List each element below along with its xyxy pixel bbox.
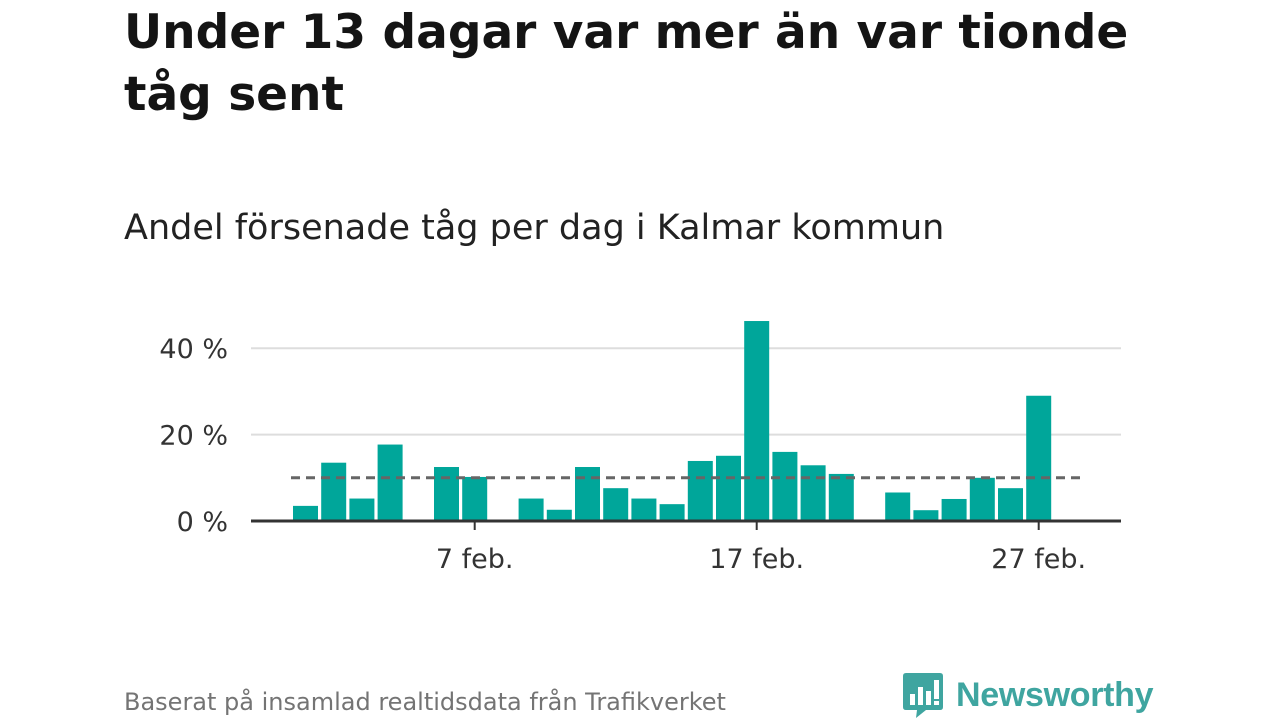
chart-title: Under 13 dagar var mer än var tionde tåg… [124,5,1129,122]
bar [828,473,854,521]
bar [941,498,967,521]
bar [434,467,459,521]
bar [546,509,572,521]
newsworthy-logo: Newsworthy [902,671,1154,719]
bar [969,477,995,521]
y-tick-label: 20 % [159,421,228,452]
bar [293,505,318,521]
newsworthy-logo-icon [903,673,943,718]
axes: 0 % 20 % 40 % 7 feb. 17 feb. 27 feb. [159,334,1121,575]
chart-subtitle: Andel försenade tåg per dag i Kalmar kom… [124,208,945,248]
bar [349,498,375,521]
bar [659,504,685,521]
bar [462,476,488,521]
bar [716,455,741,521]
x-tick-label: 17 feb. [709,544,804,575]
y-tick-label: 40 % [159,334,228,365]
bar [998,488,1023,521]
bar [772,451,798,521]
source-note: Baserat på insamlad realtidsdata från Tr… [124,688,726,716]
bar [377,444,403,521]
bar [603,488,629,521]
bar [631,498,657,521]
bar [518,498,544,521]
y-tick-label: 0 % [177,507,228,538]
bar [575,467,600,521]
x-tick-label: 27 feb. [991,544,1086,575]
bar [1026,395,1052,521]
x-tick-label: 7 feb. [436,544,514,575]
bar [885,492,911,521]
bar [687,460,713,521]
grid-lines [251,347,1121,436]
bar [800,465,826,521]
bar [321,462,347,521]
bar [744,321,770,521]
bars [293,321,1052,521]
bar [913,510,939,521]
logo-text: Newsworthy [956,675,1154,714]
